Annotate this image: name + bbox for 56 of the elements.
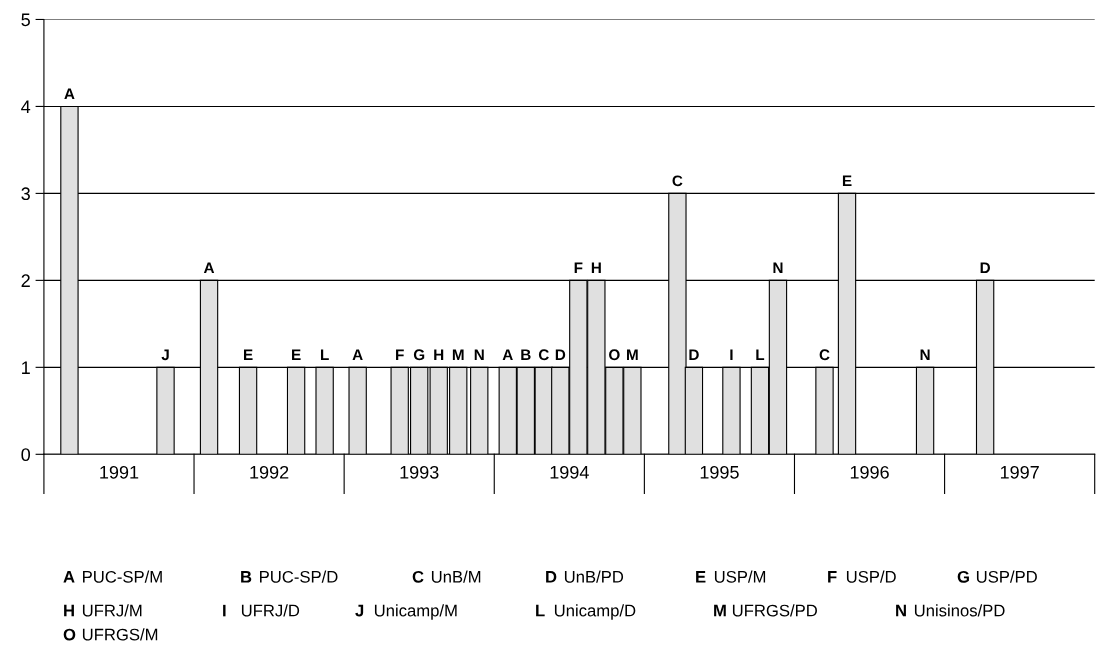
data-label: E bbox=[842, 175, 852, 187]
data-label: N bbox=[920, 349, 930, 360]
text: D UnB/PD bbox=[546, 570, 624, 583]
text: J Unicamp/M bbox=[355, 604, 457, 620]
text: O UFRGS/M bbox=[63, 628, 158, 641]
text: F USP/D bbox=[828, 570, 896, 583]
data-label: J bbox=[161, 349, 169, 361]
data-label: E bbox=[244, 349, 253, 360]
data-label: A bbox=[352, 349, 363, 360]
data-label: H bbox=[434, 349, 444, 360]
data-label: D bbox=[555, 349, 566, 360]
text: E USP/M bbox=[696, 570, 766, 583]
x-tick-label: 1997 bbox=[1000, 465, 1039, 479]
text: G USP/PD bbox=[957, 570, 1037, 583]
data-label: C bbox=[819, 349, 830, 361]
data-label: G bbox=[413, 349, 425, 361]
y-tick-label: 0 bbox=[21, 448, 31, 462]
data-label: L bbox=[320, 349, 329, 360]
x-tick-label: 1993 bbox=[400, 465, 439, 479]
data-label: E bbox=[292, 349, 301, 360]
data-label: M bbox=[452, 349, 464, 360]
data-label: H bbox=[591, 262, 601, 274]
text: A PUC-SP/M bbox=[63, 570, 162, 583]
y-tick-label: 4 bbox=[21, 100, 31, 113]
text: I UFRJ/D bbox=[223, 604, 300, 617]
data-label: C bbox=[538, 349, 549, 361]
y-tick-label: 2 bbox=[21, 274, 30, 287]
data-label: A bbox=[502, 349, 513, 360]
data-label: D bbox=[980, 262, 990, 274]
data-label: F bbox=[574, 262, 583, 274]
data-label: C bbox=[672, 175, 683, 187]
data-label: A bbox=[64, 88, 75, 100]
text: N Unisinos/PD bbox=[896, 604, 1005, 617]
data-label: L bbox=[756, 349, 765, 360]
data-label: N bbox=[474, 349, 484, 360]
y-tick-label: 1 bbox=[22, 361, 30, 374]
text: H UFRJ/M bbox=[64, 604, 142, 617]
data-label: M bbox=[627, 349, 638, 360]
text: B PUC-SP/D bbox=[241, 570, 338, 583]
x-tick-label: 1992 bbox=[250, 465, 289, 479]
data-label: F bbox=[396, 349, 404, 360]
y-tick-label: 5 bbox=[21, 13, 30, 27]
x-tick-label: 1994 bbox=[550, 465, 589, 479]
x-tick-label: 1991 bbox=[100, 465, 139, 479]
data-label: N bbox=[773, 262, 783, 274]
data-label: B bbox=[521, 349, 531, 360]
text: C UnB/M bbox=[412, 570, 481, 583]
x-tick-label: 1996 bbox=[850, 465, 889, 479]
data-label: I bbox=[730, 349, 733, 360]
text: L Unicamp/D bbox=[536, 604, 636, 620]
data-label: O bbox=[609, 349, 620, 361]
y-tick-label: 3 bbox=[21, 187, 30, 201]
data-label: D bbox=[689, 349, 699, 360]
text: M UFRGS/PD bbox=[714, 604, 817, 617]
data-label: A bbox=[203, 262, 215, 274]
x-tick-label: 1995 bbox=[700, 465, 739, 479]
